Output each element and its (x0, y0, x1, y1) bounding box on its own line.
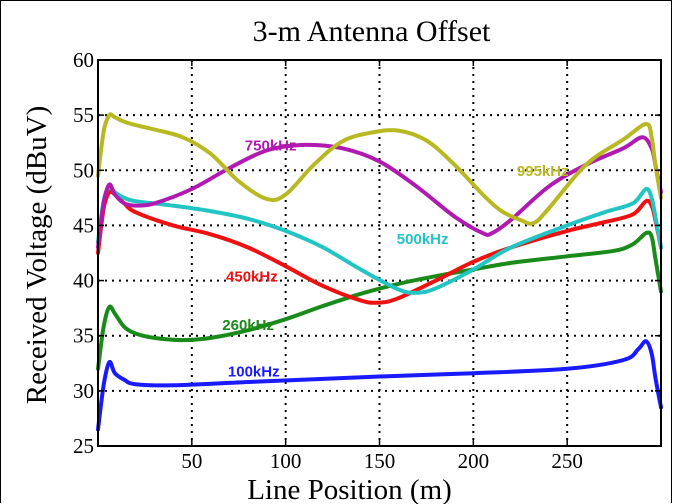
y-tick-label: 50 (73, 158, 94, 182)
y-tick-label: 55 (73, 103, 94, 127)
chart-title: 3-m Antenna Offset (253, 15, 491, 48)
y-tick-label: 45 (73, 213, 94, 237)
series-line-260khz (96, 230, 663, 371)
series-label-500khz: 500kHz (397, 231, 449, 248)
x-tick-label: 150 (364, 449, 396, 473)
ticks: 50 100 150 200 250 25 30 35 40 45 50 55 60 (73, 48, 661, 473)
y-tick-label: 40 (73, 269, 94, 293)
y-tick-label: 35 (73, 324, 94, 348)
x-axis-label: Line Position (m) (247, 474, 452, 504)
y-axis-label: Received Voltage (dBuV) (21, 106, 53, 405)
series-line-500khz (96, 184, 663, 295)
y-tick-label: 30 (73, 379, 94, 403)
series-label-995khz: 995kHz (517, 163, 569, 180)
series-label-260khz: 260kHz (222, 317, 274, 334)
series-label-450khz: 450kHz (226, 269, 278, 286)
series-line-995khz (96, 112, 663, 226)
series-line-100khz (96, 339, 663, 432)
x-tick-label: 50 (181, 449, 202, 473)
series-line-750khz (96, 135, 663, 250)
series-labels: 750kHz 995kHz 500kHz 450kHz 260kHz 100kHz (222, 137, 568, 380)
series-label-100khz: 100kHz (228, 364, 280, 381)
grid (98, 60, 661, 446)
y-tick-label: 60 (73, 48, 94, 72)
y-tick-label: 25 (73, 434, 94, 458)
series-label-750khz: 750kHz (245, 137, 297, 154)
x-tick-label: 100 (270, 449, 302, 473)
x-tick-label: 200 (458, 449, 490, 473)
series-layer (96, 112, 663, 432)
x-tick-label: 250 (551, 449, 583, 473)
